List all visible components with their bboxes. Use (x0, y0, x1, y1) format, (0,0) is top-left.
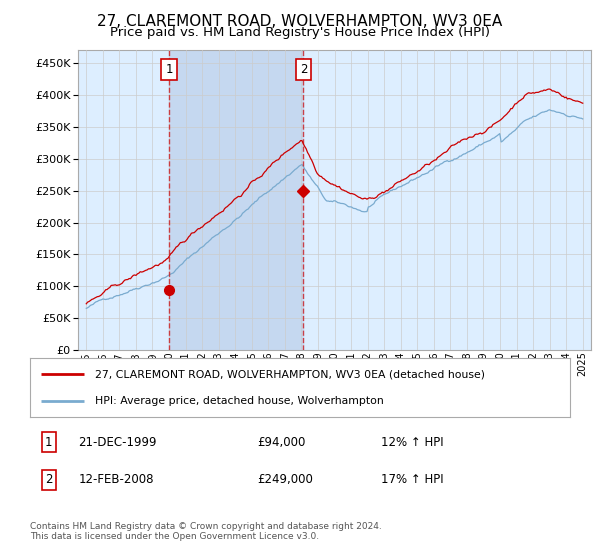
Text: 21-DEC-1999: 21-DEC-1999 (79, 436, 157, 449)
Text: HPI: Average price, detached house, Wolverhampton: HPI: Average price, detached house, Wolv… (95, 396, 383, 407)
Text: 12-FEB-2008: 12-FEB-2008 (79, 473, 154, 486)
Text: 27, CLAREMONT ROAD, WOLVERHAMPTON, WV3 0EA: 27, CLAREMONT ROAD, WOLVERHAMPTON, WV3 0… (97, 14, 503, 29)
Text: 2: 2 (299, 63, 307, 76)
Text: Price paid vs. HM Land Registry's House Price Index (HPI): Price paid vs. HM Land Registry's House … (110, 26, 490, 39)
Text: 12% ↑ HPI: 12% ↑ HPI (381, 436, 443, 449)
Bar (169, 50, 304, 350)
Text: £94,000: £94,000 (257, 436, 305, 449)
Text: 17% ↑ HPI: 17% ↑ HPI (381, 473, 443, 486)
Text: £249,000: £249,000 (257, 473, 313, 486)
Text: 1: 1 (45, 436, 53, 449)
Text: Contains HM Land Registry data © Crown copyright and database right 2024.
This d: Contains HM Land Registry data © Crown c… (30, 522, 382, 542)
Text: 27, CLAREMONT ROAD, WOLVERHAMPTON, WV3 0EA (detached house): 27, CLAREMONT ROAD, WOLVERHAMPTON, WV3 0… (95, 369, 485, 379)
Text: 2: 2 (45, 473, 53, 486)
Text: 1: 1 (165, 63, 173, 76)
